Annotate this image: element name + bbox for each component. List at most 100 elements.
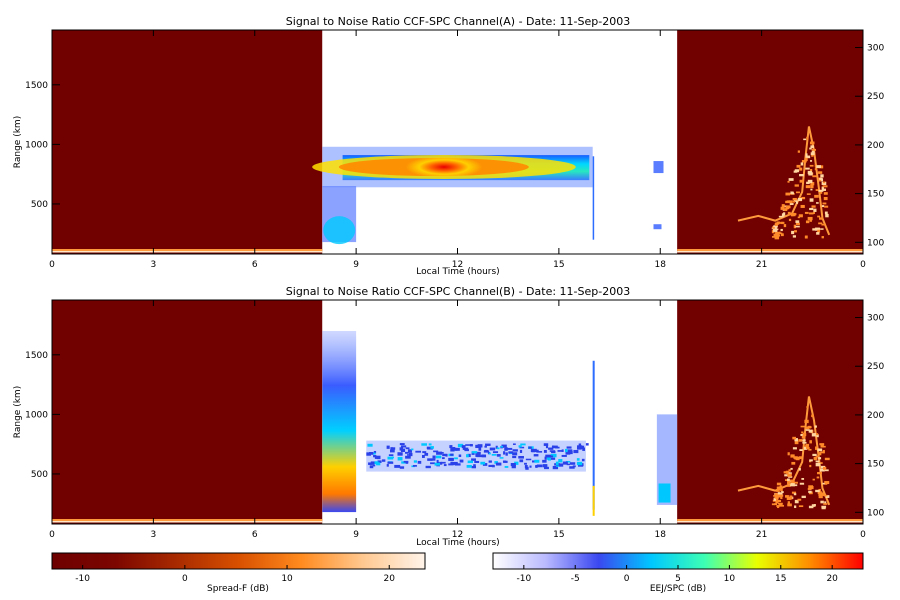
y2-tick-label: 150	[867, 460, 884, 470]
plume-echo	[780, 221, 785, 224]
layer-echo	[452, 446, 456, 450]
plume-echo	[779, 232, 783, 235]
layer-echo	[428, 443, 432, 446]
layer-echo	[474, 460, 480, 463]
plume-echo	[801, 435, 806, 439]
plume-echo	[798, 505, 804, 508]
plume-echo	[809, 459, 813, 462]
layer-echo	[394, 464, 401, 468]
plume-echo	[777, 502, 783, 505]
lower-echo-core	[323, 216, 356, 245]
layer-echo	[475, 444, 480, 449]
plume-echo	[809, 426, 812, 429]
layer-echo	[561, 454, 567, 457]
layer-echo	[505, 452, 508, 456]
plume-echo	[800, 204, 805, 208]
plume-echo	[818, 493, 823, 497]
layer-echo	[565, 451, 571, 455]
layer-echo	[585, 443, 589, 446]
x-tick-label: 3	[151, 530, 157, 540]
layer-echo	[433, 450, 439, 453]
layer-echo	[374, 456, 380, 459]
plume-echo	[799, 179, 804, 183]
y2-tick-label: 200	[867, 141, 884, 151]
layer-echo	[448, 457, 454, 461]
colorbar-tick-label: 10	[724, 574, 736, 584]
layer-echo	[405, 455, 411, 459]
plume-echo	[797, 498, 802, 501]
plume-echo	[825, 213, 829, 218]
plume-echo	[774, 496, 779, 499]
plume-echo	[822, 185, 828, 188]
region-1	[322, 300, 678, 524]
plume-echo	[815, 460, 820, 463]
echo-features	[312, 126, 831, 245]
layer-echo	[430, 446, 434, 449]
plume-echo	[807, 216, 813, 221]
y-tick-label: 1500	[25, 351, 48, 361]
plume-echo	[805, 429, 810, 431]
plume-echo	[792, 481, 798, 484]
plume-echo	[780, 496, 783, 500]
plume-echo	[823, 196, 828, 201]
plume-echo	[774, 224, 778, 228]
plume-echo	[777, 499, 782, 503]
plume-echo	[811, 154, 814, 157]
layer-echo	[437, 461, 443, 465]
layer-echo	[545, 445, 549, 449]
plume-echo	[771, 503, 776, 506]
x-tick-label: 9	[353, 260, 359, 270]
plume-echo	[816, 434, 819, 438]
layer-echo	[435, 455, 442, 459]
layer-echo	[518, 456, 524, 459]
layer-echo	[441, 461, 446, 464]
layer-echo	[503, 451, 506, 455]
layer-echo	[530, 448, 537, 453]
plume-echo	[787, 503, 792, 507]
plume-echo	[816, 455, 819, 458]
layer-echo	[567, 449, 573, 453]
plume-echo	[783, 471, 788, 474]
layer-echo	[510, 462, 516, 467]
plume-echo	[824, 205, 829, 208]
layer-echo	[406, 454, 410, 456]
colorbar-gradient	[51, 552, 426, 570]
plume-echo	[776, 505, 780, 507]
y2-tick-label: 250	[867, 362, 884, 372]
plume-echo	[824, 211, 828, 215]
plume-echo	[805, 155, 811, 159]
layer-echo	[529, 465, 532, 468]
layer-echo	[417, 460, 422, 464]
echo-features	[322, 330, 831, 516]
plume-echo	[773, 229, 778, 232]
layer-echo	[424, 452, 429, 456]
layer-echo	[492, 451, 499, 454]
x-tick-label: 0	[860, 260, 866, 270]
layer-echo	[573, 449, 579, 454]
plume-echo	[797, 150, 800, 153]
layer-echo	[552, 465, 559, 470]
layer-echo	[519, 446, 525, 449]
layer-echo	[387, 456, 394, 460]
plume-echo	[791, 212, 796, 217]
layer-echo	[431, 458, 436, 461]
y2-axis: 100 150 200 250 300	[855, 314, 884, 518]
plume-echo	[817, 215, 821, 218]
layer-echo	[485, 443, 491, 446]
layer-echo	[466, 464, 472, 468]
plume-echo	[809, 464, 812, 468]
layer-echo	[576, 458, 580, 461]
heatmap-regions	[52, 300, 863, 524]
layer-echo	[411, 448, 414, 451]
plume-echo	[803, 446, 808, 450]
layer-echo	[368, 462, 372, 465]
layer-echo	[427, 458, 433, 461]
plume-echo	[812, 478, 815, 481]
plume-echo	[800, 162, 804, 166]
colorbar-spread-f: -10 0 10 20 Spread-F (dB)	[51, 552, 426, 594]
layer-echo	[576, 461, 583, 466]
layer-echo	[366, 452, 371, 456]
plume-echo	[814, 425, 817, 428]
plume-echo	[790, 479, 795, 483]
